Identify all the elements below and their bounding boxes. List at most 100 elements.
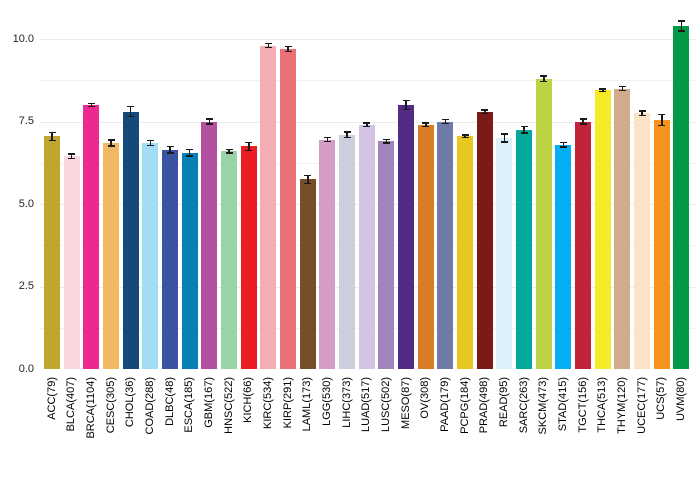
bar-chol xyxy=(122,111,139,369)
bar-hnsc xyxy=(221,151,237,369)
y-tick-label: 2.5 xyxy=(18,280,34,292)
error-bar-line xyxy=(326,137,329,142)
error-bar-line xyxy=(405,100,407,110)
x-tick-label: LGG(530) xyxy=(320,377,333,426)
bar-prad xyxy=(476,111,493,369)
error-bar-line xyxy=(621,86,624,91)
error-bar-cap xyxy=(500,141,508,143)
error-bar-cap xyxy=(245,149,253,151)
error-bar-cap xyxy=(264,46,272,49)
error-bar-cap xyxy=(579,123,587,125)
error-bar-cap xyxy=(323,136,331,139)
bar-uvm xyxy=(673,25,690,369)
error-bar-cap xyxy=(618,89,626,92)
bar-acc xyxy=(44,136,60,369)
error-bar-line xyxy=(346,131,348,138)
error-bar-cap xyxy=(500,133,508,135)
error-bar-line xyxy=(110,140,112,146)
error-bar-cap xyxy=(559,146,567,148)
error-bar-line xyxy=(680,20,683,31)
gridline xyxy=(40,39,696,40)
error-bar-cap xyxy=(481,112,489,114)
error-bar-line xyxy=(208,119,211,124)
bar-sarc xyxy=(516,129,533,370)
error-bar-cap xyxy=(363,122,371,124)
bar-gbm xyxy=(201,121,218,369)
x-tick-label: OV(308) xyxy=(419,377,432,419)
error-bar-cap xyxy=(343,136,351,139)
x-tick-label: PCPG(184) xyxy=(458,377,471,434)
x-tick-label: KIRC(534) xyxy=(261,377,274,429)
error-bar-cap xyxy=(127,105,135,108)
error-bar-line xyxy=(385,139,388,143)
error-bar-cap xyxy=(540,75,548,77)
error-bar-cap xyxy=(186,155,194,157)
error-bar-cap xyxy=(422,125,430,128)
x-tick-label: KICH(66) xyxy=(242,377,255,423)
error-bar-cap xyxy=(618,85,626,88)
bar-ucs xyxy=(653,119,670,369)
x-tick-label: KIRP(291) xyxy=(281,377,294,429)
error-bar-cap xyxy=(225,148,233,151)
bar-dlbc xyxy=(162,149,178,369)
error-bar-line xyxy=(188,149,191,157)
error-bar-cap xyxy=(461,136,469,139)
error-bar-cap xyxy=(677,30,685,32)
error-bar-cap xyxy=(343,131,351,133)
bar-ucec xyxy=(634,113,651,370)
bar-paad xyxy=(437,121,454,369)
y-tick-label: 7.5 xyxy=(18,115,34,127)
error-bar-line xyxy=(149,140,152,146)
error-bar-line xyxy=(641,110,643,116)
bar-pcpg xyxy=(457,136,474,369)
x-tick-label: COAD(288) xyxy=(143,377,156,435)
x-tick-label: READ(95) xyxy=(497,377,510,428)
bar-esca xyxy=(181,152,198,369)
error-bar-cap xyxy=(402,108,410,111)
error-bar-line xyxy=(464,135,466,138)
x-tick-label: STAD(415) xyxy=(556,377,569,432)
x-tick-label: SARC(263) xyxy=(517,377,530,434)
x-tick-label: UCEC(177) xyxy=(635,377,648,434)
error-bar-cap xyxy=(441,122,449,125)
error-bar-line xyxy=(366,123,368,127)
x-tick-label: LAML(173) xyxy=(301,377,314,432)
error-bar-line xyxy=(70,153,73,159)
error-bar-cap xyxy=(146,139,154,142)
error-bar-cap xyxy=(599,88,607,90)
bar-kirp xyxy=(280,48,296,369)
error-bar-line xyxy=(661,114,663,126)
error-bar-cap xyxy=(677,20,685,22)
error-bar-cap xyxy=(481,109,489,111)
x-tick-label: LIHC(373) xyxy=(340,377,353,428)
x-tick-label: ACC(79) xyxy=(45,377,58,420)
error-bar-cap xyxy=(323,140,331,143)
x-tick-label: LUSC(502) xyxy=(379,377,392,433)
y-tick-label: 0.0 xyxy=(18,362,34,375)
x-tick-label: TGCT(156) xyxy=(576,377,589,433)
x-tick-label: UVM(80) xyxy=(674,377,687,422)
error-bar-line xyxy=(602,88,604,92)
bar-coad xyxy=(142,143,159,369)
error-bar-line xyxy=(543,76,545,82)
error-bar-cap xyxy=(540,80,548,82)
error-bar-cap xyxy=(579,118,587,120)
error-bar-cap xyxy=(363,125,371,128)
error-bar-cap xyxy=(304,182,312,184)
bar-lgg xyxy=(319,139,336,369)
x-tick-label: ESCA(185) xyxy=(183,377,196,433)
bar-lusc xyxy=(378,141,395,369)
error-bar-cap xyxy=(284,50,292,53)
bar-meso xyxy=(398,105,415,369)
bar-kich xyxy=(240,146,257,370)
bar-brca xyxy=(83,105,100,369)
error-bar-cap xyxy=(245,141,253,143)
gridline xyxy=(40,80,696,82)
error-bar-line xyxy=(503,134,506,142)
error-bar-line xyxy=(51,132,53,141)
bar-read xyxy=(496,138,513,369)
error-bar-line xyxy=(228,149,230,153)
error-bar-line xyxy=(523,126,525,134)
bar-thym xyxy=(614,88,631,369)
error-bar-line xyxy=(484,109,486,114)
